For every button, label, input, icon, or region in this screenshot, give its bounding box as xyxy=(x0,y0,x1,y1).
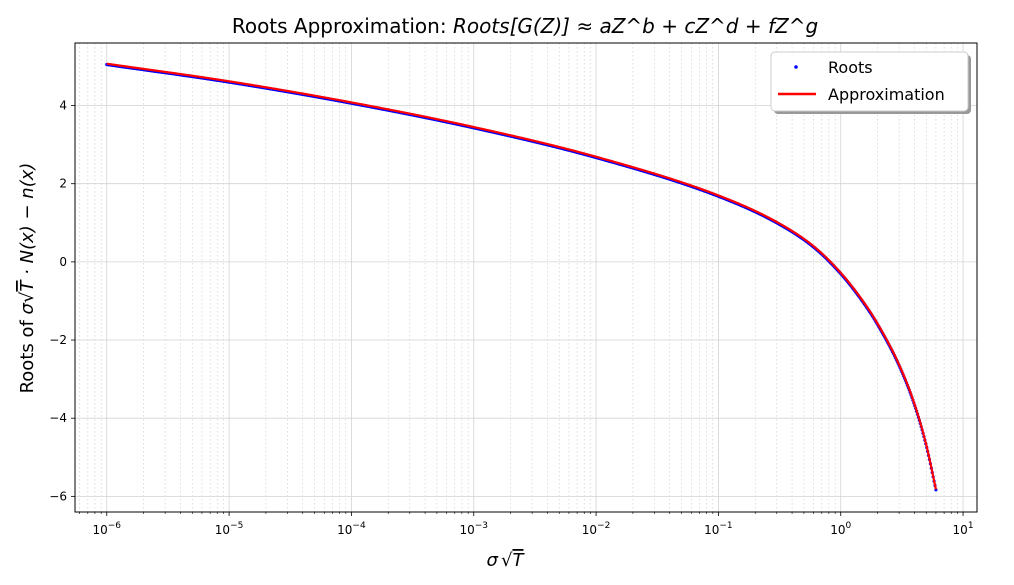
legend-label-roots: Roots xyxy=(828,58,873,77)
legend-box xyxy=(770,51,969,112)
y-tick-label: −6 xyxy=(49,489,67,503)
x-tick-label: 10−5 xyxy=(215,521,244,537)
y-tick-label: −2 xyxy=(49,333,67,347)
chart-title: Roots Approximation: Roots[G(Z)] ≈ aZ^b … xyxy=(232,14,818,38)
x-tick-label: 101 xyxy=(953,521,974,537)
legend-marker-roots xyxy=(794,65,798,69)
chart-title-formula-rhs: aZ^b + cZ^d + fZ^g xyxy=(599,14,818,38)
approximation-line xyxy=(106,62,937,490)
chart-title-approx: ≈ xyxy=(570,14,599,38)
x-axis-label: σ √T xyxy=(487,550,526,571)
y-axis-label-t: T xyxy=(17,279,38,292)
y-axis-label-rest: · N(x) − n(x) xyxy=(17,163,38,281)
x-axis-label-t: T xyxy=(512,550,525,571)
x-axis-label-sigma: σ xyxy=(487,550,499,571)
y-tick-label: −4 xyxy=(49,411,67,425)
legend: Roots Approximation xyxy=(770,51,971,114)
x-tick-label: 10−1 xyxy=(704,521,733,537)
x-tick-label: 100 xyxy=(830,521,851,537)
y-axis-label-prefix: Roots of xyxy=(17,314,38,393)
x-tick-label: 10−2 xyxy=(582,521,611,537)
tick-layer: 10−6 10−5 10−4 10−3 10−2 10−1 100 101 −6 −4 −2 0 2 4 xyxy=(49,99,973,537)
plot-area-frame xyxy=(74,42,978,513)
chart-title-prefix: Roots Approximation: xyxy=(232,14,453,38)
series-layer xyxy=(105,62,938,492)
legend-label-approximation: Approximation xyxy=(828,85,945,104)
y-axis-label: Roots of σ√T · N(x) − n(x) xyxy=(17,163,38,394)
chart-title-formula-lhs: Roots[G(Z)] xyxy=(453,14,570,38)
x-tick-label: 10−6 xyxy=(92,521,121,537)
x-tick-label: 10−4 xyxy=(337,521,366,537)
x-axis-label-sqrt-sign: √ xyxy=(501,550,513,571)
y-tick-label: 2 xyxy=(59,177,67,191)
y-axis-label-sqrt-sign: √ xyxy=(17,291,38,303)
y-axis-label-sigma: σ xyxy=(17,302,38,314)
y-tick-label: 0 xyxy=(59,255,67,269)
x-tick-label: 10−3 xyxy=(459,521,488,537)
y-tick-label: 4 xyxy=(59,99,67,113)
